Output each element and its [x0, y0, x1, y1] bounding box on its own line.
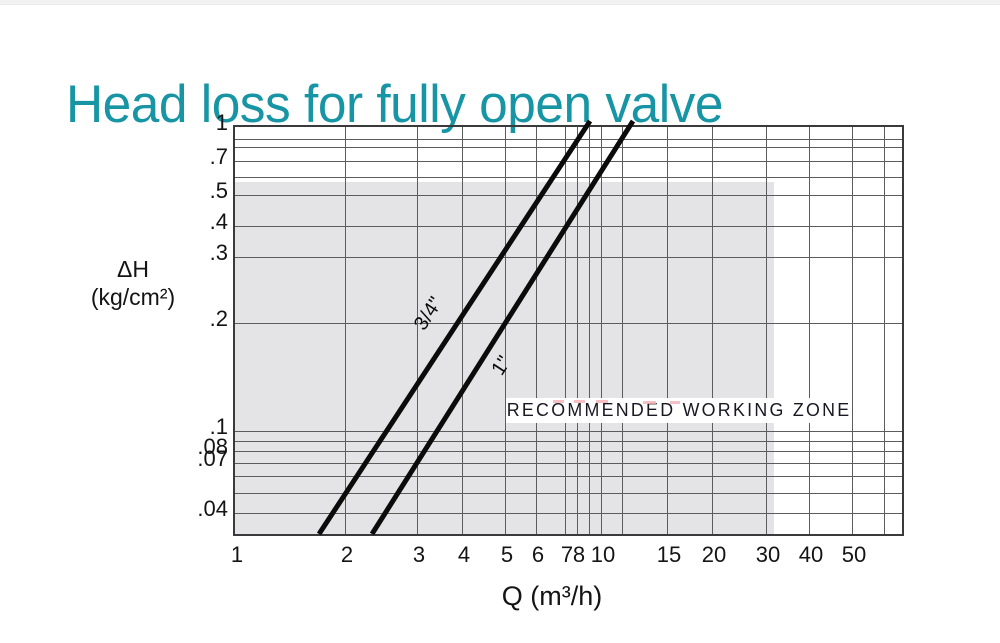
- x-gridline: [712, 127, 713, 534]
- x-gridline: [536, 127, 537, 534]
- x-tick-label: 3: [412, 542, 426, 567]
- x-tick-label: 2: [340, 542, 354, 567]
- y-axis-title: ΔH (kg/cm²): [58, 255, 208, 311]
- x-tick-label: 8: [572, 542, 586, 567]
- plot-area: 3/4" 1" RECOMMENDED WORKING ZONE: [233, 119, 904, 536]
- x-gridline: [345, 127, 346, 534]
- y-gridline: [235, 451, 902, 452]
- y-gridline: [235, 177, 902, 178]
- y-tick-label: .5: [209, 178, 228, 203]
- x-tick-label: 20: [701, 542, 727, 567]
- y-gridline: [235, 513, 902, 514]
- x-tick-label: 5: [500, 542, 514, 567]
- x-axis-title: Q (m³/h): [501, 581, 603, 611]
- x-gridline: [622, 127, 623, 534]
- head-loss-curves: [316, 119, 636, 536]
- x-gridline: [667, 127, 668, 534]
- y-tick-label: .7: [209, 144, 228, 169]
- x-gridline: [417, 127, 418, 534]
- x-gridline: [577, 127, 578, 534]
- render-artifact: [596, 400, 608, 403]
- x-tick-label: 1: [230, 542, 244, 567]
- x-gridline: [766, 127, 767, 534]
- x-tick-label: 4: [457, 542, 471, 567]
- y-tick-label: 1: [215, 110, 228, 135]
- x-tick-label: 6: [531, 542, 545, 567]
- y-gridline: [235, 139, 902, 140]
- y-gridline: [235, 441, 902, 442]
- y-gridline: [235, 147, 902, 148]
- render-artifact: [670, 401, 680, 404]
- x-tick-label: 40: [798, 542, 824, 567]
- page-top-border: [0, 0, 1000, 5]
- x-tick-label: 50: [841, 542, 867, 567]
- y-tick-label: .3: [209, 240, 228, 265]
- y-tick-label: .2: [209, 306, 228, 331]
- y-tick-label: .1: [209, 414, 228, 439]
- y-gridline: [235, 195, 902, 196]
- x-gridline: [565, 127, 566, 534]
- curve-1-inch: [369, 119, 636, 536]
- plot-grid: 3/4" 1" RECOMMENDED WORKING ZONE: [235, 119, 902, 536]
- y-gridline: [235, 161, 902, 162]
- y-axis-title-symbol: ΔH: [117, 256, 149, 282]
- x-tick-label: 7: [560, 542, 574, 567]
- x-gridline: [601, 127, 602, 534]
- y-gridline: [235, 257, 902, 258]
- x-gridline: [505, 127, 506, 534]
- y-tick-label: .4: [209, 209, 228, 234]
- x-tick-label: 30: [755, 542, 781, 567]
- y-gridline: [235, 493, 902, 494]
- zone-label: RECOMMENDED WORKING ZONE: [506, 400, 852, 420]
- x-tick-label: 15: [656, 542, 682, 567]
- y-gridline: [235, 476, 902, 477]
- render-artifact: [553, 400, 564, 403]
- x-tick-label: 10: [590, 542, 616, 567]
- y-tick-label: .07: [197, 446, 228, 471]
- x-gridline: [809, 127, 810, 534]
- x-gridline: [589, 127, 590, 534]
- y-gridline: [235, 463, 902, 464]
- curve-3-4-inch: [316, 119, 593, 536]
- recommended-working-zone: [235, 181, 774, 534]
- y-tick-label: .04: [197, 496, 228, 521]
- page-title: Head loss for fully open valve: [66, 74, 723, 134]
- y-tick-label: .08: [197, 434, 228, 459]
- render-artifact: [574, 400, 585, 403]
- y-axis-title-units: (kg/cm²): [90, 284, 176, 310]
- x-gridline: [462, 127, 463, 534]
- x-gridline: [852, 127, 853, 534]
- x-gridline: [884, 127, 885, 534]
- y-gridline: [235, 323, 902, 324]
- render-artifact: [643, 401, 656, 404]
- y-gridline: [235, 431, 902, 432]
